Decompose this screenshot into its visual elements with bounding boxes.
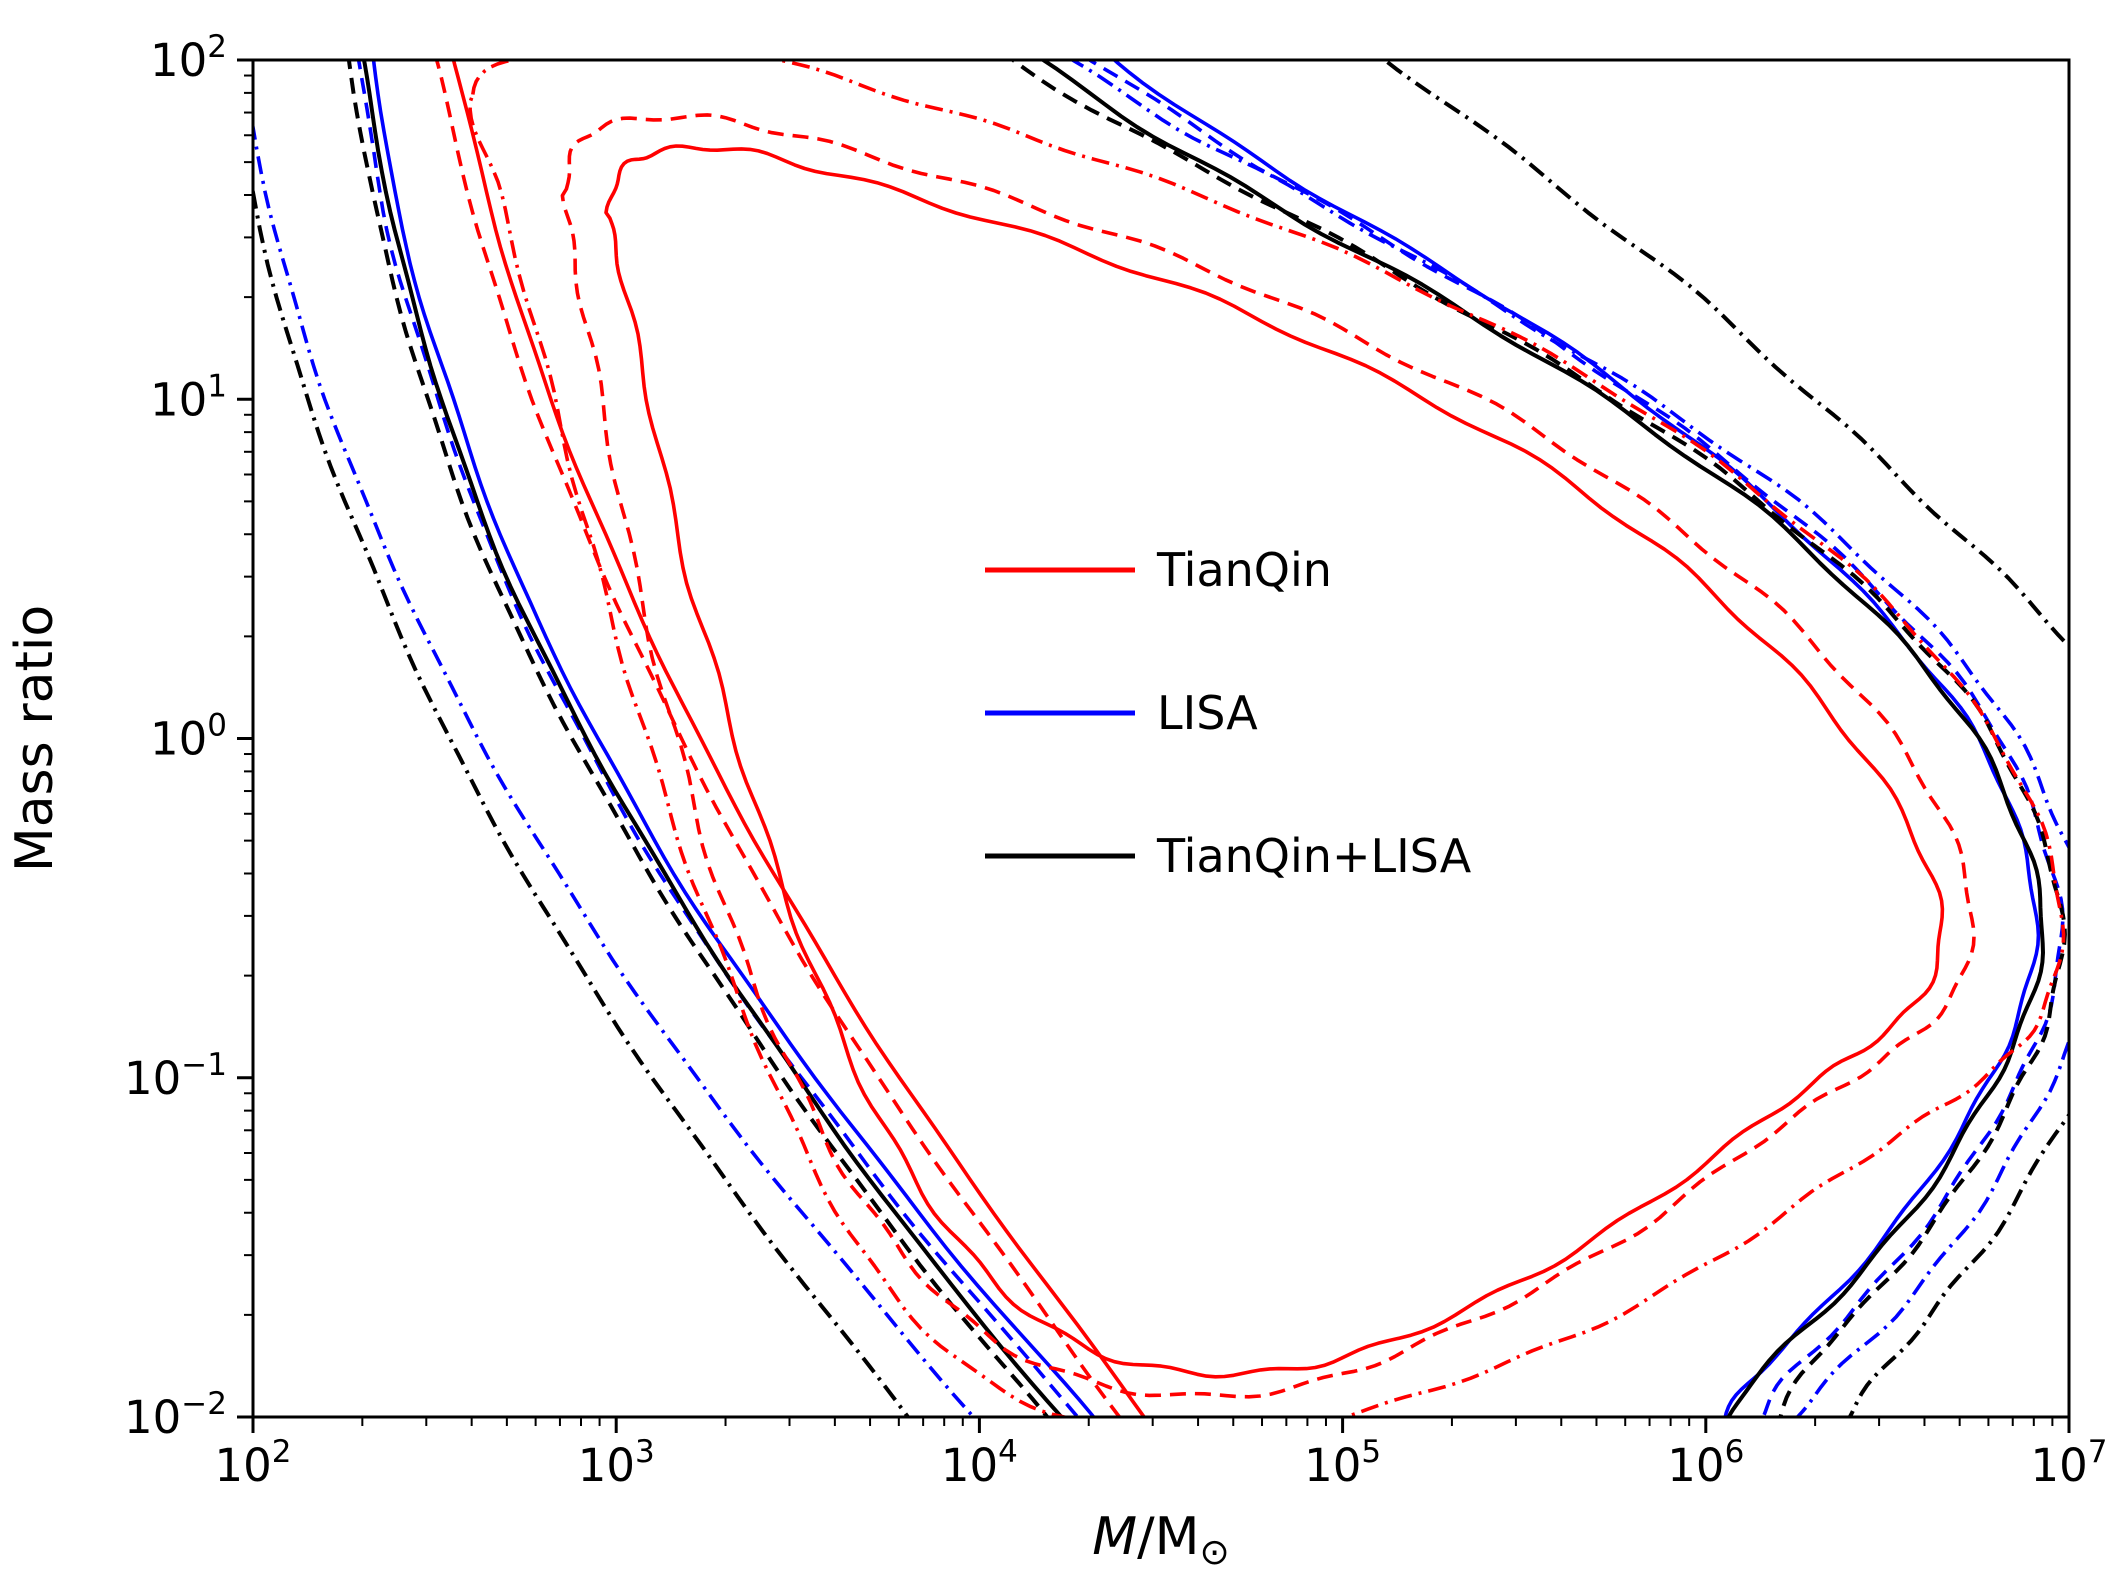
tick-exponent: −2 [181, 1386, 227, 1422]
x-axis-label-part: ⊙ [1200, 1532, 1230, 1573]
tick-mantissa: 10 [124, 1052, 181, 1105]
y-axis-label: Mass ratio [5, 605, 65, 872]
tick-exponent: 2 [207, 29, 227, 65]
axis-ticks [237, 58, 2071, 1433]
y-tick-label: 100 [150, 708, 227, 766]
x-tick-label: 107 [2031, 1434, 2108, 1492]
contour-tianqin-plus-lisa-solid [361, 60, 1065, 1417]
tick-exponent: 1 [207, 368, 227, 404]
x-axis-label-part: /M [1137, 1507, 1199, 1567]
y-tick-label: 10−2 [124, 1386, 227, 1444]
contour-tianqin-plus-lisa-dashdot [1381, 60, 2069, 1417]
contour-lisa-dashed [1086, 60, 2065, 1417]
legend-label-lisa: LISA [1157, 686, 1258, 740]
tick-exponent: 6 [1725, 1434, 1745, 1470]
contour-tianqin-plus-lisa-dashed [346, 60, 1050, 1417]
contour-tianqin-plus-lisa-dashdot [253, 181, 911, 1417]
legend: TianQin LISA TianQin+LISA [985, 543, 1472, 883]
tick-exponent: 7 [2088, 1434, 2108, 1470]
contour-tianqin-dashdot [468, 60, 2066, 1417]
tick-mantissa: 10 [215, 1439, 272, 1492]
tick-mantissa: 10 [941, 1439, 998, 1492]
tick-mantissa: 10 [1304, 1439, 1361, 1492]
x-axis-label-part: M [1092, 1507, 1137, 1567]
tick-mantissa: 10 [1667, 1439, 1724, 1492]
tick-exponent: 0 [207, 708, 227, 744]
tick-mantissa: 10 [150, 373, 207, 426]
contour-lisa-dashdot [253, 116, 977, 1417]
x-tick-label: 104 [941, 1434, 1018, 1492]
tick-exponent: −1 [181, 1047, 227, 1083]
contour-tianqin-solid [604, 144, 1945, 1379]
tick-exponent: 5 [1361, 1434, 1381, 1470]
contour-tianqin-dashed [560, 113, 1976, 1399]
contour-curves [253, 60, 2069, 1417]
tick-mantissa: 10 [578, 1439, 635, 1492]
tick-mantissa: 10 [150, 34, 207, 87]
y-tick-label: 10−1 [124, 1047, 227, 1105]
tick-mantissa: 10 [150, 713, 207, 766]
contour-lisa-dashed [356, 60, 1081, 1417]
x-tick-label: 105 [1304, 1434, 1381, 1492]
contour-lisa-solid [371, 60, 1096, 1417]
x-tick-label: 103 [578, 1434, 655, 1492]
y-tick-label: 101 [150, 368, 227, 426]
contour-tianqin-plus-lisa-solid [1039, 60, 2045, 1417]
contour-tianqin-dashed [434, 60, 1122, 1417]
tick-exponent: 4 [998, 1434, 1018, 1470]
y-tick-label: 102 [150, 29, 227, 87]
legend-label-tianqin-plus-lisa: TianQin+LISA [1156, 829, 1472, 883]
x-tick-label: 102 [215, 1434, 292, 1492]
contour-tianqin-plus-lisa-dashed [1009, 60, 2067, 1417]
tick-exponent: 3 [635, 1434, 655, 1470]
tick-mantissa: 10 [124, 1391, 181, 1444]
x-tick-label: 106 [1667, 1434, 1744, 1492]
contour-tianqin-solid [451, 60, 1147, 1417]
contour-lisa-dashdot [1068, 60, 2069, 1417]
legend-label-tianqin: TianQin [1156, 543, 1332, 597]
tick-mantissa: 10 [2031, 1439, 2088, 1492]
tick-exponent: 2 [272, 1434, 292, 1470]
x-axis-label: M/M⊙ [1092, 1507, 1229, 1573]
